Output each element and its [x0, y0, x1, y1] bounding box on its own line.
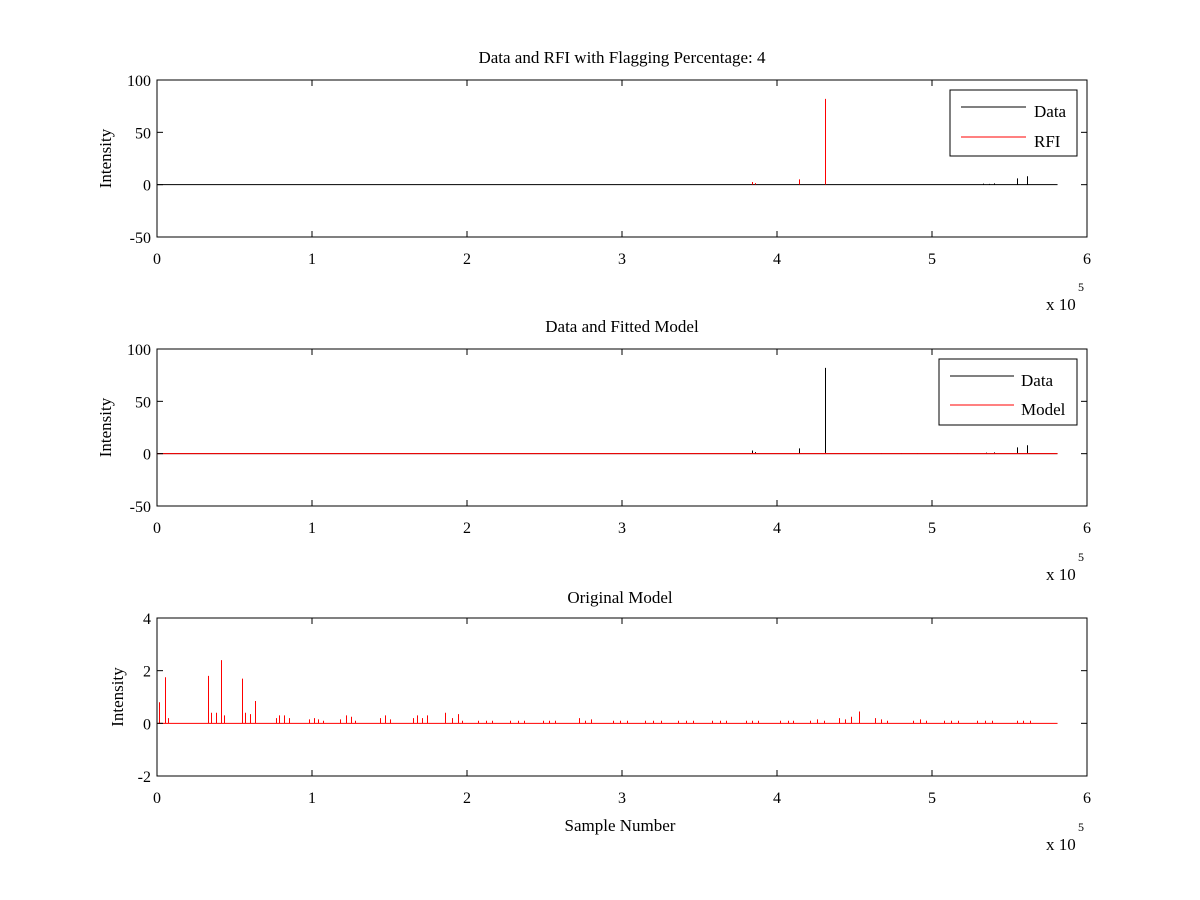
x-tick-label: 1	[308, 251, 316, 268]
y-tick-label: 0	[143, 447, 151, 464]
x-tick-label: 4	[773, 251, 781, 268]
series-layer	[157, 660, 1058, 724]
legend-label-model: Model	[1021, 400, 1066, 419]
x-axis-label: Sample Number	[565, 816, 676, 835]
plot-area	[156, 79, 1088, 238]
x-tick-label: 4	[773, 520, 781, 537]
x-tick-label: 3	[618, 790, 626, 807]
x-tick-label: 5	[928, 790, 936, 807]
subplot-title: Original Model	[567, 588, 673, 607]
y-tick-label: -50	[130, 230, 151, 247]
x-exponent-base: x 10	[1046, 835, 1076, 854]
y-axis-label: Intensity	[96, 397, 115, 457]
x-tick-label: 3	[618, 251, 626, 268]
legend-label-rfi: RFI	[1034, 132, 1061, 151]
y-axis-label: Intensity	[108, 667, 127, 727]
x-exponent-power: 5	[1078, 820, 1084, 834]
series-layer	[157, 98, 1058, 186]
x-tick-label: 0	[153, 790, 161, 807]
legend-label-data: Data	[1034, 102, 1067, 121]
subplot-title: Data and Fitted Model	[545, 317, 699, 336]
y-tick-label: 0	[143, 716, 151, 733]
x-tick-label: 2	[463, 790, 471, 807]
x-tick-label: 0	[153, 520, 161, 537]
y-tick-label: 2	[143, 664, 151, 681]
x-tick-label: 1	[308, 520, 316, 537]
x-tick-label: 6	[1083, 520, 1091, 537]
legend-label-data: Data	[1021, 371, 1054, 390]
x-tick-label: 2	[463, 520, 471, 537]
x-exponent-base: x 10	[1046, 565, 1076, 584]
legend: Data RFI	[949, 89, 1078, 157]
y-tick-label: 0	[143, 178, 151, 195]
plot-area	[156, 348, 1088, 507]
series-layer	[157, 367, 1058, 455]
y-tick-label: 50	[135, 125, 151, 142]
y-tick-label: -50	[130, 499, 151, 516]
plot-area	[156, 617, 1088, 777]
y-tick-label: 4	[143, 611, 151, 628]
y-tick-label: 100	[127, 342, 151, 359]
legend-box	[949, 89, 1078, 157]
x-tick-label: 5	[928, 251, 936, 268]
x-tick-label: 1	[308, 790, 316, 807]
legend: Data Model	[938, 358, 1078, 426]
y-tick-label: -2	[138, 769, 151, 786]
x-tick-label: 6	[1083, 251, 1091, 268]
x-tick-label: 2	[463, 251, 471, 268]
x-tick-label: 4	[773, 790, 781, 807]
subplot-title: Data and RFI with Flagging Percentage: 4	[478, 48, 766, 67]
x-exponent-base: x 10	[1046, 295, 1076, 314]
x-exponent-power: 5	[1078, 550, 1084, 564]
x-tick-label: 5	[928, 520, 936, 537]
x-tick-label: 6	[1083, 790, 1091, 807]
x-exponent-power: 5	[1078, 280, 1084, 294]
x-tick-label: 3	[618, 520, 626, 537]
legend-box	[938, 358, 1078, 426]
x-tick-label: 0	[153, 251, 161, 268]
y-tick-label: 100	[127, 73, 151, 90]
y-tick-label: 50	[135, 394, 151, 411]
y-axis-label: Intensity	[96, 128, 115, 188]
